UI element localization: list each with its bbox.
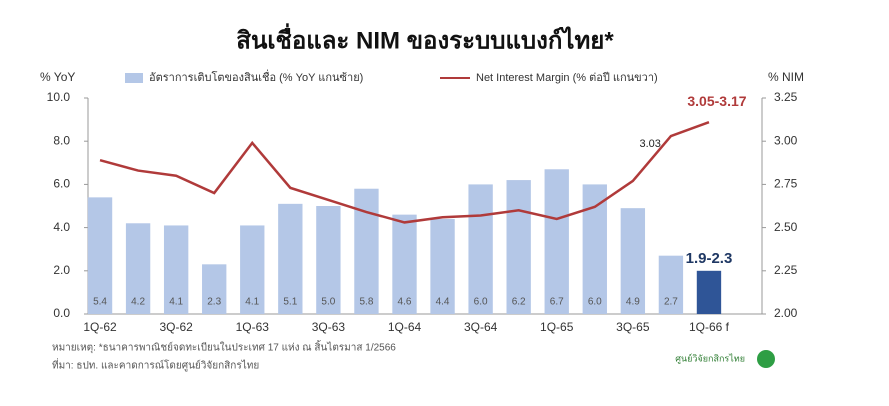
legend-label: อัตราการเติบโตของสินเชื่อ (% YoY แกนซ้าย… [149,69,363,84]
line-value-label: 3.05-3.17 [687,93,746,109]
bar [582,184,607,314]
x-tick-label: 1Q-64 [388,320,422,334]
y2-tick-label: 2.25 [774,263,798,277]
logo-text: ศูนย์วิจัยกสิกรไทย [675,352,745,364]
bar [544,169,569,314]
bar [202,264,227,314]
footnote: หมายเหตุ: *ธนาคารพาณิชย์จดทะเบียนในประเท… [52,340,396,354]
x-tick-label: 1Q-62 [83,320,117,334]
bar-value-label: 2.7 [664,297,678,308]
y-tick-label: 2.0 [53,263,70,277]
bar-value-label: 4.1 [245,297,259,308]
line-value-label: 3.03 [639,138,660,150]
bar-value-label: 1.9-2.3 [686,250,733,267]
x-tick-label: 1Q-63 [236,320,270,334]
bar [278,203,303,314]
x-tick-label: 3Q-63 [312,320,346,334]
bar-value-label: 6.2 [512,297,526,308]
bar-value-label: 5.1 [283,297,297,308]
y2-tick-label: 2.50 [774,220,798,234]
bar [316,206,341,314]
bar-value-label: 5.8 [359,297,373,308]
bar-value-label: 2.3 [207,297,221,308]
source: ที่มา: ธปท. และคาดการณ์โดยศูนย์วิจัยกสิก… [52,358,259,372]
bar [392,214,417,314]
y-tick-label: 4.0 [53,220,70,234]
y-axis-title: % YoY [40,70,75,84]
bar [696,270,722,314]
bar-value-label: 6.0 [588,297,602,308]
nim-line [99,121,710,224]
bar [354,188,379,314]
bar [430,218,455,314]
bar-value-label: 5.0 [321,297,335,308]
bar [163,225,189,314]
y2-tick-label: 3.00 [774,133,798,147]
bar [125,223,151,314]
logo-icon [757,350,775,368]
x-tick-label: 3Q-64 [464,320,498,334]
bar [468,184,493,314]
bar-value-label: 4.4 [436,297,450,308]
y-tick-label: 8.0 [53,133,70,147]
y2-tick-label: 3.25 [774,90,798,104]
x-tick-label: 1Q-66 f [689,320,730,334]
x-tick-label: 1Q-65 [540,320,574,334]
bar [506,180,531,314]
y2-tick-label: 2.00 [774,306,798,320]
bar-value-label: 4.6 [398,297,412,308]
x-tick-label: 3Q-65 [616,320,650,334]
bar [87,197,113,314]
y2-axis-title: % NIM [768,70,804,84]
legend-swatch [125,73,143,83]
x-tick-label: 3Q-62 [159,320,193,334]
bar-value-label: 4.2 [131,297,145,308]
y2-tick-label: 2.75 [774,177,798,191]
y-tick-label: 0.0 [53,306,70,320]
bar-value-label: 4.1 [169,297,183,308]
bar-value-label: 6.0 [474,297,488,308]
bar-value-label: 5.4 [93,297,107,308]
bar-value-label: 4.9 [626,297,640,308]
bar [620,208,646,314]
legend-label: Net Interest Margin (% ต่อปี แกนขวา) [476,71,658,84]
bar-value-label: 6.7 [550,297,564,308]
y-tick-label: 10.0 [47,90,71,104]
bar [240,225,265,314]
bar [658,255,684,314]
chart-title: สินเชื่อและ NIM ของระบบแบงก์ไทย* [236,22,614,54]
y-tick-label: 6.0 [53,177,70,191]
